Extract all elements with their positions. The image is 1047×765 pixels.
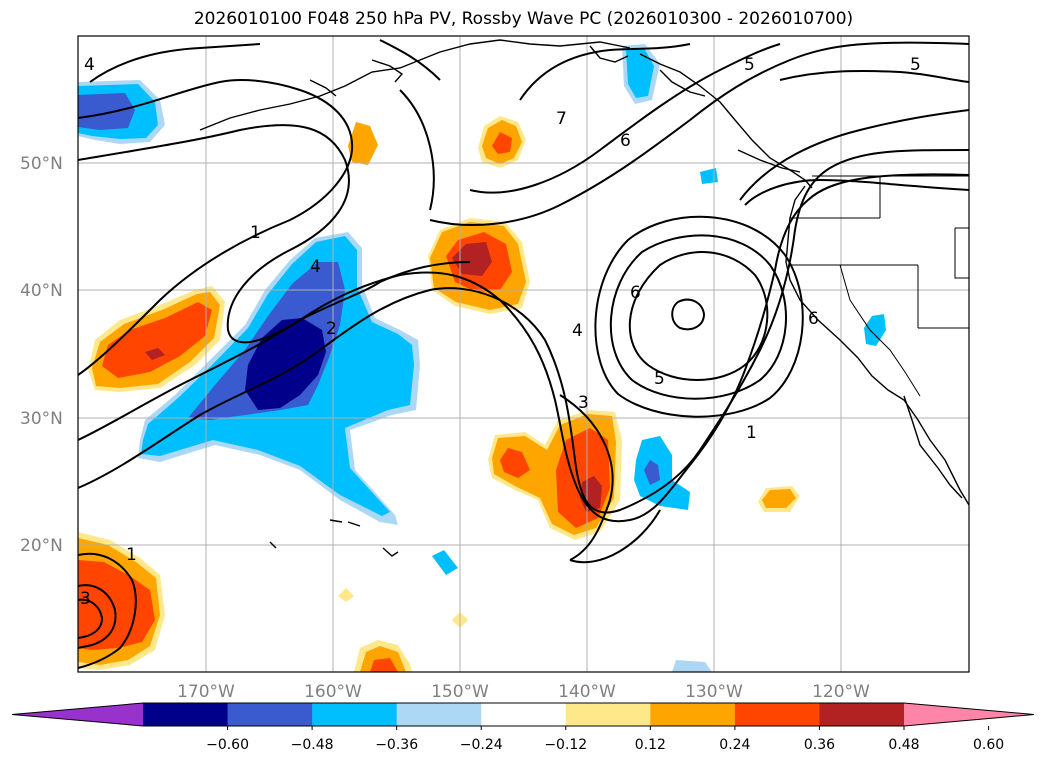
contour-label: 7 [556, 109, 567, 129]
contour-label: 2 [326, 319, 337, 339]
contour-label: 1 [126, 545, 137, 565]
colorbar-tick-label: −0.12 [544, 737, 587, 753]
lon-label: 150°W [431, 682, 489, 702]
contour-labels: 4 1 7 6 5 4 2 6 4 5 1 3 1 3 5 6 [80, 55, 921, 609]
colorbar-tick-label: 0.60 [973, 737, 1004, 753]
map-background [78, 36, 969, 672]
colorbar-segment [650, 703, 736, 726]
state-borders [790, 175, 969, 397]
coastlines [199, 39, 969, 557]
colorbar-tick-labels: −0.60 −0.48 −0.36 −0.24 −0.12 0.12 0.24 0.36 0.4… [206, 726, 1004, 753]
colorbar-tick-label: −0.36 [375, 737, 418, 753]
colorbar-segment [227, 703, 313, 726]
colorbar-extension-low [12, 703, 143, 726]
lat-label: 40°N [20, 281, 63, 301]
contour-label: 4 [84, 55, 95, 75]
lat-label: 20°N [20, 536, 63, 556]
lon-label: 140°W [558, 682, 616, 702]
pv-contours [78, 39, 969, 669]
lon-label: 170°W [177, 682, 235, 702]
contour-wave-main [78, 79, 354, 376]
colorbar-segment [396, 703, 482, 726]
map-frame [77, 35, 970, 673]
contour-2 [78, 149, 969, 514]
colorbar-tick-label: −0.24 [460, 737, 503, 753]
colorbar-tick-label: 0.12 [635, 737, 666, 753]
contour-label: 5 [910, 55, 921, 75]
colorbar-outline [11, 702, 1035, 727]
contour-label: 6 [620, 131, 631, 151]
colorbar-tick-label: 0.48 [888, 737, 919, 753]
contour-1-north [78, 124, 471, 344]
contour-4 [78, 552, 137, 669]
colorbar-segment [312, 703, 398, 726]
contour-label: 6 [808, 309, 819, 329]
lat-label: 50°N [20, 154, 63, 174]
contour-3 [78, 173, 969, 523]
contour-label: 3 [80, 589, 91, 609]
contour-label: 3 [578, 393, 589, 413]
contour-label: 6 [630, 283, 641, 303]
map-content: 4 1 7 6 5 4 2 6 4 5 1 3 1 3 5 6 [78, 36, 969, 672]
colorbar-tick-label: 0.24 [719, 737, 750, 753]
colorbar-segment [481, 703, 567, 726]
contour-label: 1 [250, 223, 261, 243]
contour-north-7 [469, 43, 781, 194]
colorbar-tick-label: 0.36 [804, 737, 835, 753]
lat-label: 30°N [20, 409, 63, 429]
contour-label: 1 [746, 423, 757, 443]
colorbar-tick-label: −0.48 [291, 737, 334, 753]
longitude-labels: 170°W 160°W 150°W 140°W 130°W 120°W [177, 682, 870, 702]
contour-label: 5 [654, 369, 665, 389]
lon-label: 120°W [812, 682, 870, 702]
colorbar-segment [734, 703, 820, 726]
lon-label: 130°W [685, 682, 743, 702]
lon-label: 160°W [304, 682, 362, 702]
contour-label: 5 [744, 55, 755, 75]
colorbar-segment [819, 703, 905, 726]
colorbar-tick-label: −0.60 [206, 737, 249, 753]
colorbar-extension-high [904, 703, 1034, 726]
graticule [78, 36, 969, 672]
colorbar [11, 702, 1035, 727]
contour-label: 4 [572, 321, 583, 341]
neg-anomaly-subtropical [634, 436, 690, 510]
map-title: 2026010100 F048 250 hPa PV, Rossby Wave … [193, 9, 854, 29]
contour-1-south [89, 43, 261, 83]
contour-eddy-east [628, 251, 769, 381]
latitude-labels: 50°N 40°N 30°N 20°N [20, 154, 63, 556]
pv-shading [78, 44, 886, 672]
colorbar-segment [143, 703, 229, 726]
colorbar-segment [565, 703, 651, 726]
contour-label: 4 [310, 257, 321, 277]
